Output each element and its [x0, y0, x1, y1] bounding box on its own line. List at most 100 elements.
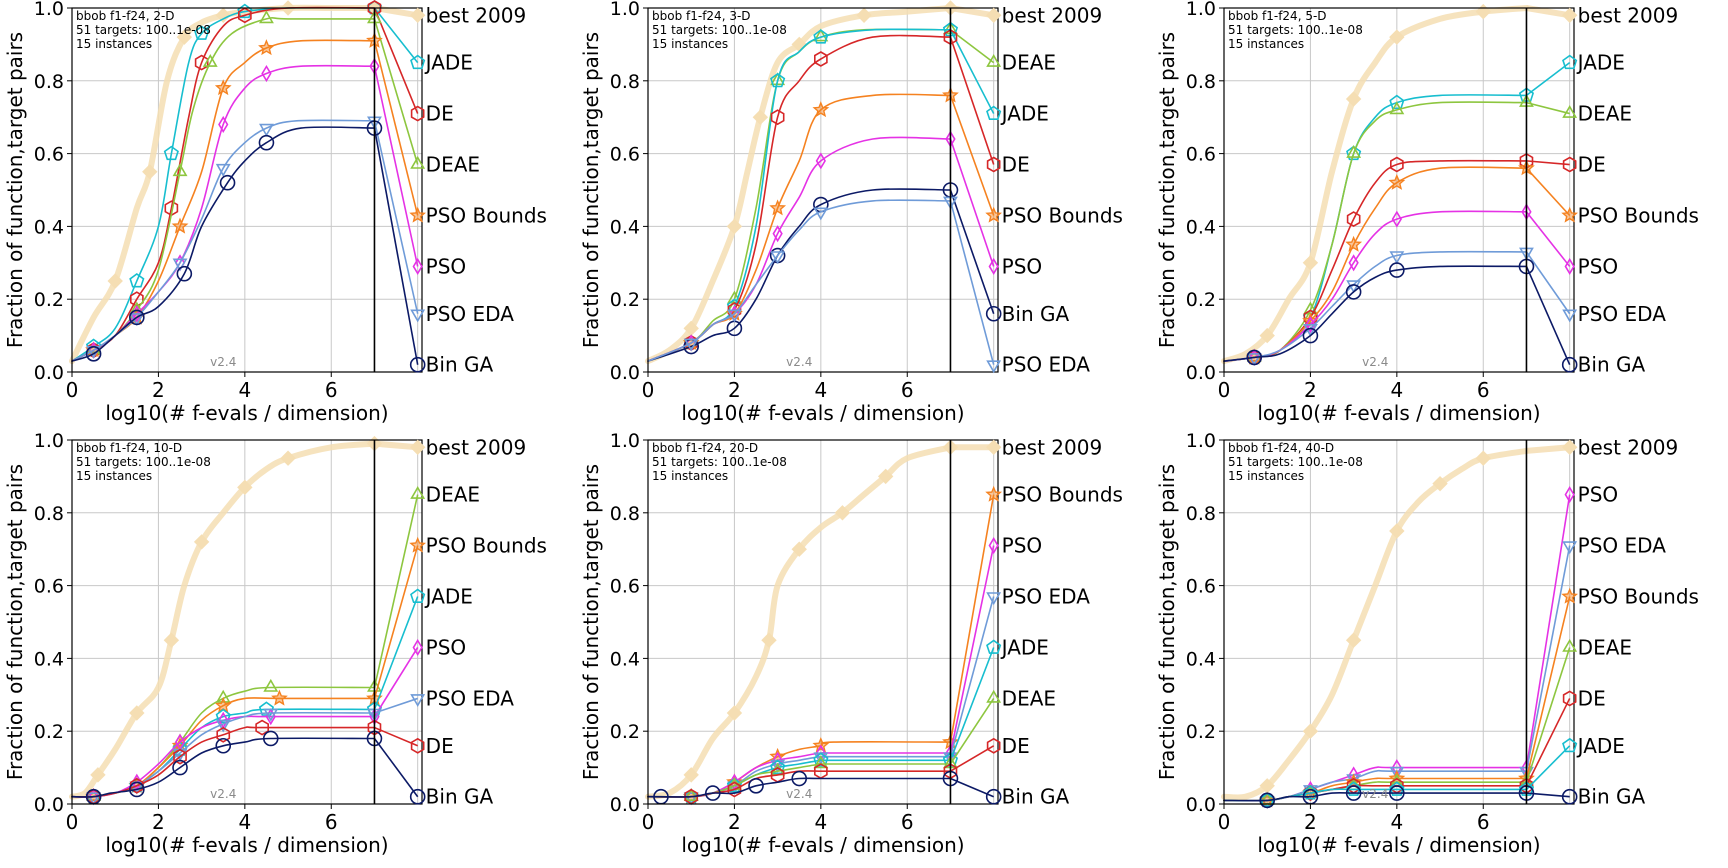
data-point — [770, 251, 786, 265]
version-label: v2.4 — [786, 787, 812, 801]
legend-marker — [1561, 587, 1579, 604]
series-line — [949, 647, 995, 761]
y-tick-label: 0.2 — [610, 721, 640, 743]
series-line — [1525, 167, 1571, 217]
data-point — [171, 217, 189, 234]
legend-marker — [412, 638, 423, 657]
y-tick-label: 1.0 — [34, 0, 64, 20]
series-line — [71, 6, 376, 362]
legend-label: PSO Bounds — [1578, 203, 1699, 227]
data-point — [202, 53, 218, 67]
data-point — [726, 705, 743, 721]
legend-marker — [986, 639, 1002, 654]
series-line — [1525, 745, 1571, 791]
legend-label: Bin GA — [1578, 353, 1646, 377]
data-point — [237, 3, 253, 19]
data-point — [172, 163, 188, 177]
data-point — [772, 225, 783, 243]
series-line — [1526, 444, 1570, 454]
data-point — [193, 534, 210, 550]
legend-label: JADE — [1000, 102, 1049, 126]
y-axis-label: Fraction of function,target pairs — [1155, 32, 1179, 348]
y-tick-label: 0.2 — [34, 721, 64, 743]
data-point — [1345, 632, 1362, 648]
version-label: v2.4 — [1362, 787, 1388, 801]
y-tick-label: 0.4 — [610, 216, 640, 238]
series-line — [373, 18, 419, 165]
series-line — [950, 745, 995, 772]
legend-marker — [409, 356, 426, 373]
data-point — [1302, 785, 1319, 800]
series-line — [647, 199, 952, 362]
data-point — [172, 258, 188, 272]
y-tick-label: 0.6 — [34, 576, 64, 598]
data-point — [727, 309, 742, 323]
annotation-text: 15 instances — [1228, 469, 1304, 483]
data-point — [815, 152, 826, 170]
legend-marker — [410, 485, 426, 499]
x-tick-label: 6 — [901, 378, 914, 402]
series-line — [1525, 211, 1571, 267]
legend-label: Bin GA — [426, 353, 494, 377]
y-tick-label: 0.4 — [34, 216, 64, 238]
series-line — [373, 647, 419, 718]
data-point — [726, 218, 743, 235]
x-tick-label: 2 — [1304, 378, 1317, 402]
series-line — [71, 737, 376, 798]
annotation-text: bbob f1-f24, 2-D — [76, 9, 175, 23]
series-line — [1525, 5, 1571, 19]
data-point — [813, 755, 829, 769]
legend-label: PSO Bounds — [1578, 585, 1699, 609]
legend-marker — [986, 53, 1002, 67]
legend-label: best 2009 — [426, 3, 527, 27]
annotation-text: 15 instances — [76, 37, 152, 51]
data-point — [1246, 349, 1263, 366]
legend-label: PSO EDA — [426, 686, 515, 710]
data-point — [258, 134, 275, 151]
data-point — [215, 737, 232, 754]
series-line — [1223, 265, 1528, 362]
legend-marker — [409, 788, 426, 805]
y-tick-label: 0.8 — [34, 503, 64, 525]
data-point — [1346, 781, 1362, 796]
legend-label: best 2009 — [426, 435, 527, 459]
x-tick-label: 2 — [1304, 810, 1317, 834]
data-point — [1345, 785, 1362, 801]
y-tick-label: 0.6 — [610, 144, 640, 166]
legend-marker — [409, 439, 426, 455]
data-point — [194, 25, 210, 40]
legend-marker — [1561, 439, 1578, 455]
series-line — [645, 444, 954, 800]
legend-label: PSO EDA — [1002, 585, 1091, 609]
data-point — [1346, 145, 1362, 161]
data-point — [1246, 353, 1262, 367]
legend-label: best 2009 — [1002, 435, 1103, 459]
legend-marker — [1562, 737, 1578, 753]
annotation-text: bbob f1-f24, 3-D — [652, 9, 751, 23]
data-point — [215, 708, 231, 724]
legend-label: best 2009 — [1578, 435, 1679, 459]
data-point — [263, 708, 279, 722]
legend-marker — [986, 105, 1002, 120]
data-point — [258, 701, 275, 716]
legend-marker — [985, 7, 1002, 23]
annotation-text: bbob f1-f24, 40-D — [1228, 441, 1334, 455]
data-point — [752, 109, 769, 125]
legend-marker — [410, 694, 426, 708]
data-point — [1305, 316, 1316, 334]
legend-label: PSO EDA — [1578, 534, 1667, 558]
legend-marker — [412, 257, 423, 275]
legend-label: DE — [1578, 153, 1606, 177]
y-tick-label: 0.0 — [34, 362, 64, 384]
y-tick-label: 0.8 — [1186, 503, 1216, 525]
x-tick-label: 4 — [238, 378, 251, 402]
legend-marker — [1561, 206, 1578, 223]
y-tick-label: 0.0 — [1186, 794, 1216, 816]
series-line — [949, 29, 995, 64]
data-point — [214, 79, 232, 96]
data-point — [770, 109, 785, 126]
chart-panel: best 2009 DEAE JADE DE PSO Bounds PSO Bin GA PS… — [579, 0, 1123, 425]
series-line — [949, 189, 995, 315]
legend-marker — [988, 537, 999, 555]
series-line — [1221, 447, 1530, 801]
